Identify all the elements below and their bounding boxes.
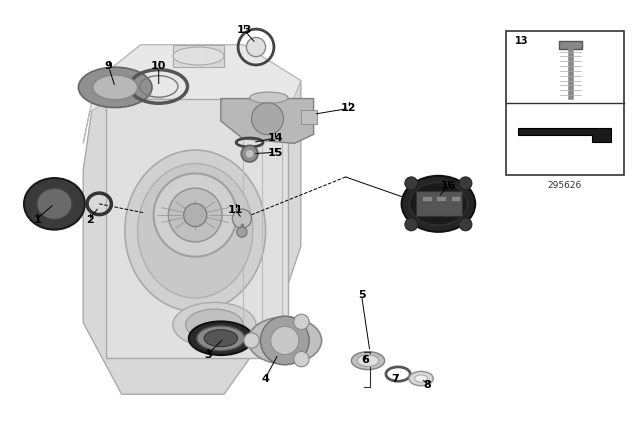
Circle shape	[260, 316, 309, 365]
Text: 11: 11	[228, 205, 243, 215]
Ellipse shape	[37, 188, 72, 220]
Bar	[173, 45, 224, 67]
Circle shape	[294, 351, 309, 367]
Circle shape	[241, 145, 258, 162]
Polygon shape	[83, 45, 301, 394]
Bar	[451, 196, 460, 201]
Ellipse shape	[78, 67, 152, 108]
Circle shape	[252, 103, 284, 135]
Ellipse shape	[351, 352, 385, 370]
Text: 6: 6	[361, 355, 369, 365]
Text: 13: 13	[237, 26, 252, 35]
Ellipse shape	[204, 330, 237, 347]
Bar	[416, 191, 462, 216]
Text: 3: 3	[204, 350, 212, 360]
Circle shape	[459, 218, 472, 231]
Bar	[422, 196, 432, 201]
Ellipse shape	[93, 75, 138, 100]
Circle shape	[168, 188, 222, 242]
Circle shape	[245, 149, 254, 158]
Ellipse shape	[197, 326, 244, 350]
Ellipse shape	[357, 355, 379, 366]
Ellipse shape	[186, 309, 243, 340]
Bar	[559, 41, 582, 49]
Text: 295626: 295626	[548, 181, 582, 190]
Bar	[301, 110, 317, 124]
Text: 5: 5	[358, 290, 365, 300]
Text: 10: 10	[151, 61, 166, 71]
Bar	[106, 99, 288, 358]
Text: 12: 12	[341, 103, 356, 112]
Ellipse shape	[125, 150, 266, 311]
Circle shape	[405, 218, 418, 231]
Ellipse shape	[259, 349, 310, 357]
Ellipse shape	[410, 183, 467, 225]
Ellipse shape	[138, 164, 253, 298]
Text: 9: 9	[105, 61, 113, 71]
Text: 7: 7	[392, 375, 399, 384]
Circle shape	[184, 203, 207, 227]
Bar	[506, 31, 624, 175]
Circle shape	[459, 177, 472, 190]
Polygon shape	[518, 128, 611, 142]
Circle shape	[154, 173, 237, 257]
Circle shape	[294, 314, 309, 330]
Circle shape	[232, 209, 252, 228]
Ellipse shape	[250, 92, 288, 103]
Ellipse shape	[248, 317, 322, 364]
Text: 15: 15	[268, 148, 283, 158]
Polygon shape	[83, 45, 301, 143]
Text: 1: 1	[33, 215, 41, 224]
Ellipse shape	[24, 178, 85, 230]
Ellipse shape	[402, 176, 476, 232]
Circle shape	[246, 38, 266, 56]
Ellipse shape	[173, 47, 224, 65]
Circle shape	[244, 333, 259, 348]
Text: 14: 14	[268, 133, 283, 143]
Circle shape	[237, 227, 247, 237]
Ellipse shape	[409, 371, 433, 386]
Ellipse shape	[415, 375, 428, 382]
Text: 13: 13	[515, 36, 529, 46]
Circle shape	[405, 177, 418, 190]
Ellipse shape	[189, 322, 253, 355]
Text: 2: 2	[86, 215, 93, 224]
Ellipse shape	[173, 302, 256, 347]
Text: 16: 16	[440, 181, 456, 191]
Text: 8: 8	[424, 380, 431, 390]
Circle shape	[271, 327, 299, 354]
Text: 4: 4	[262, 375, 269, 384]
Bar	[436, 196, 446, 201]
Polygon shape	[221, 99, 314, 143]
